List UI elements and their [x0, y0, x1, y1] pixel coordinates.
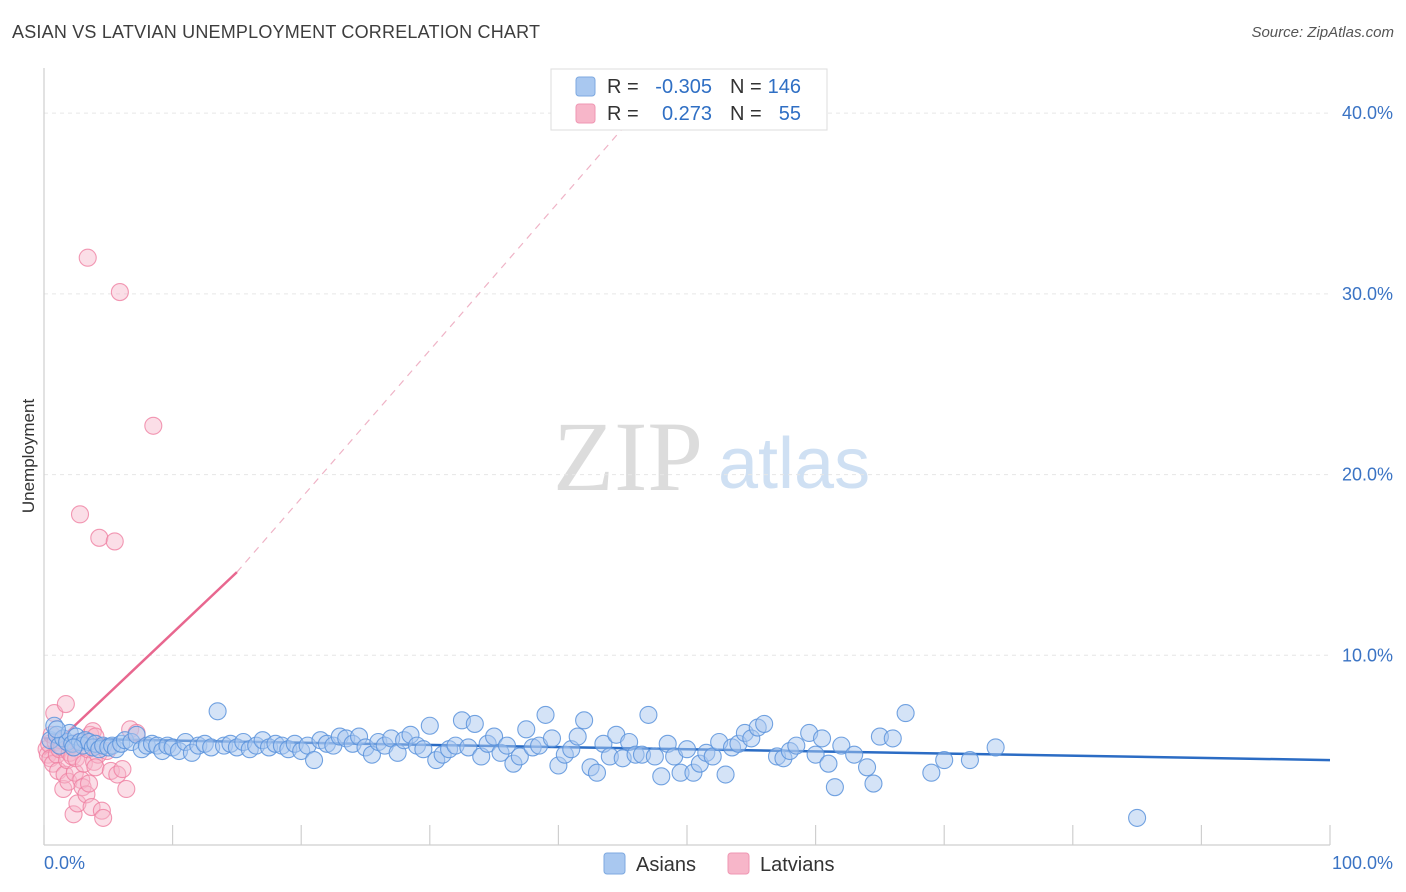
asians-point: [652, 767, 671, 786]
asians-point: [755, 714, 774, 733]
y-tick-label: 30.0%: [1342, 284, 1393, 304]
asians-point: [819, 754, 838, 773]
asians-point: [420, 716, 439, 735]
latvians-point: [113, 760, 132, 779]
asians-point: [459, 738, 478, 757]
y-axis-title: Unemployment: [19, 399, 38, 514]
stats-r-value-latvians: 0.273: [662, 103, 712, 125]
source-credit: Source: ZipAtlas.com: [1251, 24, 1394, 41]
asians-point: [986, 738, 1005, 757]
latvians-point: [79, 774, 99, 793]
stats-legend: R = -0.305 N = 146 R = 0.273 N = 55: [550, 68, 828, 131]
asians-point: [1128, 808, 1147, 827]
legend-swatch-latvians[interactable]: [727, 852, 750, 875]
watermark: ZIP atlas: [553, 401, 870, 512]
asians-point: [465, 714, 484, 733]
latvians-point: [117, 779, 136, 799]
x-tick-label-max: 100.0%: [1332, 853, 1393, 873]
legend-swatch-asians[interactable]: [603, 852, 626, 875]
asians-point: [587, 763, 607, 782]
y-tick-labels: 10.0% 20.0% 30.0% 40.0%: [1342, 103, 1393, 665]
asians-point: [575, 711, 594, 730]
stats-n-value-asians: 146: [768, 76, 801, 98]
asians-point: [510, 747, 529, 766]
y-tick-label: 20.0%: [1342, 465, 1393, 485]
asians-point: [64, 738, 83, 757]
stats-n-value-latvians: 55: [779, 103, 801, 125]
latvians-point: [108, 765, 127, 784]
asians-point: [47, 720, 66, 739]
asians-point: [935, 751, 954, 770]
asians-point: [536, 705, 555, 724]
legend-label-asians[interactable]: Asians: [636, 854, 696, 876]
series-legend: Asians Latvians: [603, 852, 835, 876]
stats-r-label-asians: R =: [607, 76, 639, 98]
asians-point: [414, 740, 433, 759]
latvians-point: [56, 695, 75, 714]
latvians-point: [64, 805, 83, 824]
watermark-atlas: atlas: [718, 424, 870, 504]
asians-point: [787, 736, 806, 755]
asians-point: [825, 778, 844, 797]
y-tick-label: 10.0%: [1342, 645, 1393, 665]
watermark-zip: ZIP: [553, 401, 703, 512]
asians-point: [845, 745, 864, 764]
asians-point: [922, 763, 941, 782]
asians-point: [864, 774, 883, 793]
asians-point: [542, 729, 562, 748]
stats-legend-box: [550, 68, 828, 131]
asians-point: [883, 729, 902, 748]
asians-point: [645, 747, 664, 766]
y-tick-label: 40.0%: [1342, 103, 1393, 123]
asians-point: [896, 704, 915, 723]
latvians-point: [105, 532, 124, 551]
latvians-point: [144, 416, 163, 435]
asians-point: [806, 745, 825, 764]
latvians-point: [70, 505, 90, 524]
x-ticks: [43, 825, 1331, 845]
asians-point: [832, 736, 851, 755]
asians-point: [568, 727, 587, 746]
stats-n-label-asians: N =: [730, 76, 762, 98]
asians-point: [305, 751, 324, 770]
latvians-trend-line: [43, 571, 238, 756]
asians-point: [677, 740, 697, 759]
asians-point: [716, 765, 735, 784]
latvians-trend-extension: [236, 98, 649, 573]
latvians-point: [92, 801, 111, 820]
stats-r-value-asians: -0.305: [655, 76, 712, 98]
asians-point: [812, 729, 832, 748]
stats-swatch-asians: [575, 76, 596, 97]
asians-point: [857, 758, 877, 777]
asians-point: [485, 727, 504, 746]
asians-points: [41, 702, 1147, 827]
stats-n-label-latvians: N =: [730, 103, 762, 125]
latvians-point: [86, 758, 105, 777]
chart-title: ASIAN VS LATVIAN UNEMPLOYMENT CORRELATIO…: [12, 22, 541, 42]
stats-swatch-latvians: [575, 103, 596, 124]
stats-r-label-latvians: R =: [607, 103, 639, 125]
latvians-point: [94, 808, 113, 827]
latvians-point: [90, 528, 109, 547]
asians-point: [639, 705, 658, 724]
latvians-point: [78, 248, 97, 267]
asians-point: [497, 736, 517, 755]
legend-label-latvians[interactable]: Latvians: [760, 854, 835, 876]
asians-point: [208, 702, 227, 721]
latvians-point: [82, 798, 101, 817]
asians-point: [517, 720, 536, 739]
latvians-point: [110, 283, 129, 302]
x-tick-label-min: 0.0%: [44, 853, 85, 873]
gridlines: [44, 112, 1330, 656]
asians-point: [960, 751, 979, 770]
